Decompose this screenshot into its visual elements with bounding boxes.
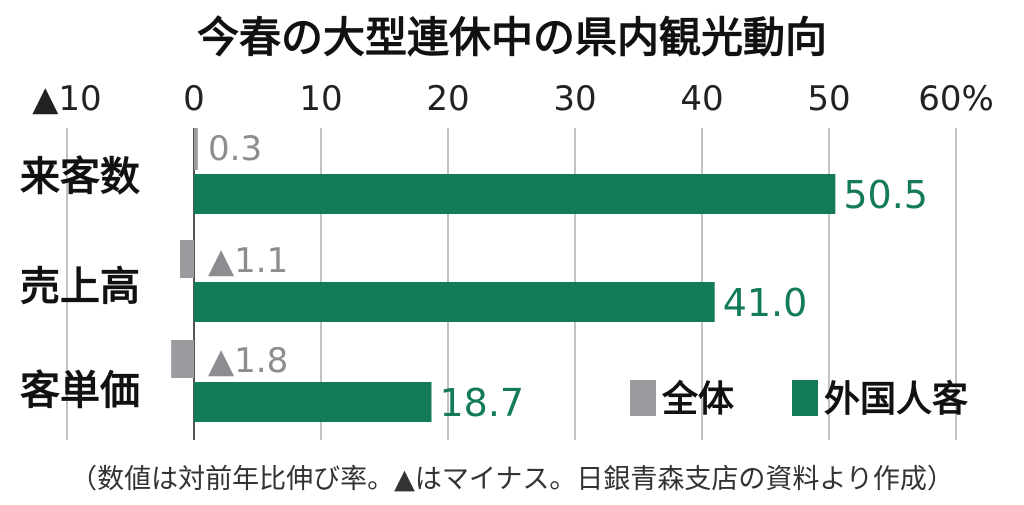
x-tick-label: ▲10 <box>32 79 101 119</box>
chart-title: 今春の大型連休中の県内観光動向 <box>197 13 827 62</box>
source-note: （数値は対前年比伸び率。▲はマイナス。日銀青森支店の資料より作成） <box>70 464 954 495</box>
x-tick-label: 50 <box>807 79 850 119</box>
legend-swatch-total <box>630 380 656 416</box>
legend-label-total: 全体 <box>661 378 734 420</box>
x-tick-label: 40 <box>680 79 723 119</box>
data-label-total: ▲1.1 <box>208 241 288 281</box>
bar-total <box>171 340 194 378</box>
x-tick-label: 30 <box>553 79 596 119</box>
bar-total <box>194 128 198 170</box>
category-label: 来客数 <box>20 154 140 200</box>
x-tick-label: 20 <box>426 79 469 119</box>
x-tick-label: 60% <box>918 79 994 119</box>
bar-total <box>180 240 194 278</box>
legend-label-foreign: 外国人客 <box>824 379 968 420</box>
category-label: 客単価 <box>20 368 140 414</box>
category-label: 売上高 <box>20 264 140 310</box>
bar-foreign <box>194 382 432 422</box>
legend: 全体 外国人客 <box>630 378 968 420</box>
bars: 0.3 50.5 ▲1.1 41.0 ▲1.8 18.7 <box>171 128 928 425</box>
data-label-total: ▲1.8 <box>208 341 288 381</box>
x-tick-label: 0 <box>183 79 205 119</box>
bar-foreign <box>194 282 715 322</box>
x-tick-label: 10 <box>299 79 342 119</box>
data-label-total: 0.3 <box>208 129 262 169</box>
legend-swatch-foreign <box>792 380 818 416</box>
data-label-foreign: 18.7 <box>439 381 524 425</box>
tick-labels: ▲10 0 10 20 30 40 50 60% <box>32 79 994 119</box>
data-label-foreign: 41.0 <box>723 281 808 325</box>
bar-foreign <box>194 174 836 214</box>
data-label-foreign: 50.5 <box>843 173 928 217</box>
